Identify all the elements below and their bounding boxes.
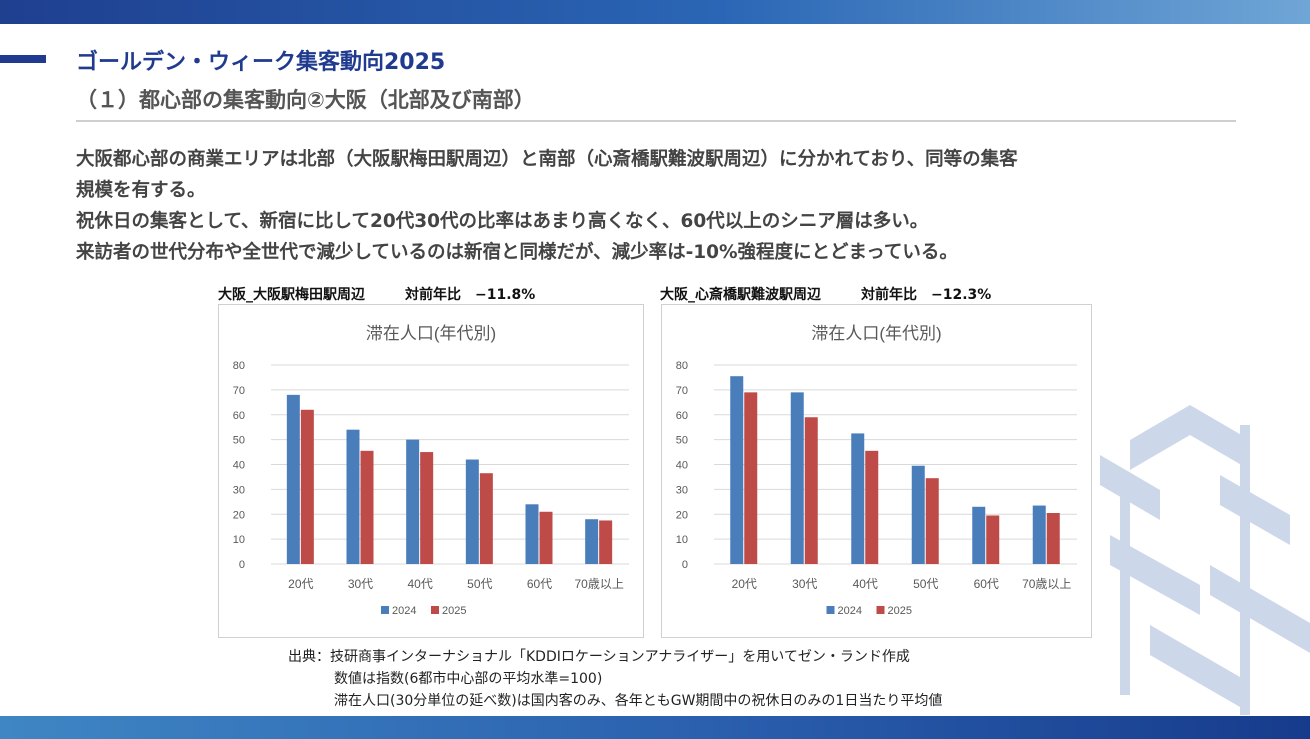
chart-caption-namba: 大阪_心斎橋駅難波駅周辺 対前年比 −12.3%	[660, 284, 991, 304]
x-tick-label: 70歳以上	[574, 577, 623, 591]
top-banner	[0, 0, 1310, 24]
bar-2024-30代	[346, 429, 360, 564]
bar-2024-20代	[286, 394, 300, 564]
page-subtitle: （１）都心部の集客動向②大阪（北部及び南部）	[76, 88, 535, 112]
bar-2025-40代	[865, 450, 879, 564]
bar-chart-namba: 滞在人口(年代別) 0 10 20 30 40 50 60 70 80 20代 30代 40代 50代 60…	[676, 324, 1077, 617]
x-tick-label: 20代	[732, 577, 757, 591]
chart-umeda: 滞在人口(年代別) 0 10 20 30 40 50 60 70 80 20代 30代 40代 50代 60…	[218, 304, 644, 638]
bottom-banner	[0, 716, 1310, 739]
y-tick-label: 40	[676, 460, 688, 472]
y-tick-label: 60	[233, 410, 245, 422]
x-tick-label: 70歳以上	[1022, 577, 1071, 591]
y-tick-label: 0	[239, 559, 245, 571]
source-line: 出典：技研商事インターナショナル「KDDIロケーションアナライザー」を用いてゼン…	[288, 649, 910, 665]
x-tick-label: 30代	[792, 577, 817, 591]
bar-2024-50代	[465, 459, 479, 564]
y-tick-label: 20	[233, 509, 245, 521]
chart-caption-umeda: 大阪_大阪駅梅田駅周辺 対前年比 −11.8%	[218, 284, 535, 304]
summary-line: 祝休日の集客として、新宿に比して20代30代の比率はあまり高くなく、60代以上の…	[76, 211, 929, 232]
chart-title: 滞在人口(年代別)	[811, 324, 941, 343]
x-tick-label: 60代	[527, 577, 552, 591]
chart-namba: 滞在人口(年代別) 0 10 20 30 40 50 60 70 80 20代 30代 40代 50代 60…	[661, 304, 1092, 638]
bar-2025-70歳以上	[1046, 513, 1060, 564]
page-title: ゴールデン・ウィーク集客動向2025	[76, 50, 446, 75]
summary-line: 規模を有する。	[76, 180, 206, 201]
title-marker	[0, 55, 46, 63]
bar-2024-20代	[730, 376, 744, 564]
bar-2024-40代	[406, 439, 420, 564]
y-tick-label: 80	[233, 360, 245, 372]
x-tick-label: 30代	[348, 577, 373, 591]
y-tick-label: 40	[233, 460, 245, 472]
bar-2025-20代	[744, 392, 758, 564]
bar-2025-50代	[479, 473, 493, 564]
bar-2025-60代	[986, 515, 1000, 564]
y-tick-label: 20	[676, 509, 688, 521]
source-note: 出典：技研商事インターナショナル「KDDIロケーションアナライザー」を用いてゼン…	[288, 646, 942, 712]
bar-2024-40代	[851, 433, 865, 564]
y-tick-label: 50	[676, 435, 688, 447]
legend-swatch-2024	[381, 606, 389, 614]
legend-label-2025: 2025	[888, 605, 912, 617]
bar-2024-30代	[790, 392, 804, 564]
yoy-ratio: 対前年比 −11.8%	[405, 287, 536, 303]
y-tick-label: 10	[676, 534, 688, 546]
bar-2025-60代	[539, 511, 553, 564]
y-tick-label: 30	[676, 484, 688, 496]
bar-2024-60代	[972, 506, 986, 564]
legend-swatch-2025	[431, 606, 439, 614]
x-tick-label: 50代	[913, 577, 938, 591]
legend-swatch-2024	[826, 606, 835, 614]
bar-2025-50代	[925, 478, 939, 564]
y-tick-label: 50	[233, 435, 245, 447]
y-tick-label: 70	[233, 385, 245, 397]
y-tick-label: 30	[233, 484, 245, 496]
bar-2024-70歳以上	[585, 519, 599, 564]
chart-caption-label: 大阪_大阪駅梅田駅周辺	[218, 287, 365, 303]
source-line: 数値は指数(6都市中心部の平均水準=100)	[334, 671, 603, 687]
y-tick-label: 80	[676, 360, 688, 372]
legend-swatch-2025	[876, 606, 885, 614]
x-tick-label: 60代	[974, 577, 999, 591]
bar-2024-60代	[525, 504, 539, 564]
legend-label-2025: 2025	[442, 605, 466, 617]
summary-line: 来訪者の世代分布や全世代で減少しているのは新宿と同様だが、減少率は-10%強程度…	[76, 242, 958, 263]
bar-2025-30代	[804, 417, 818, 564]
bar-chart-umeda: 滞在人口(年代別) 0 10 20 30 40 50 60 70 80 20代 30代 40代 50代 60…	[233, 324, 629, 617]
summary-text: 大阪都心部の商業エリアは北部（大阪駅梅田駅周辺）と南部（心斎橋駅難波駅周辺）に分…	[76, 144, 1256, 268]
bar-2024-50代	[911, 465, 925, 564]
y-tick-label: 10	[233, 534, 245, 546]
yoy-ratio: 対前年比 −12.3%	[861, 287, 992, 303]
summary-line: 大阪都心部の商業エリアは北部（大阪駅梅田駅周辺）と南部（心斎橋駅難波駅周辺）に分…	[76, 149, 1018, 170]
chart-caption-label: 大阪_心斎橋駅難波駅周辺	[660, 287, 821, 303]
bar-2025-70歳以上	[599, 520, 613, 564]
legend-label-2024: 2024	[838, 605, 862, 617]
decorative-watermark-icon	[1100, 405, 1310, 715]
chart-title: 滞在人口(年代別)	[366, 324, 496, 343]
legend-label-2024: 2024	[392, 605, 416, 617]
x-tick-label: 40代	[407, 577, 432, 591]
x-tick-label: 20代	[288, 577, 313, 591]
y-tick-label: 70	[676, 385, 688, 397]
y-tick-label: 60	[676, 410, 688, 422]
source-line: 滞在人口(30分単位の延べ数)は国内客のみ、各年ともGW期間中の祝休日のみの1日…	[334, 693, 943, 709]
x-tick-label: 50代	[467, 577, 492, 591]
y-tick-label: 0	[682, 559, 688, 571]
bar-2024-70歳以上	[1032, 505, 1046, 564]
x-tick-label: 40代	[853, 577, 878, 591]
bar-2025-30代	[360, 450, 374, 564]
bar-2025-40代	[420, 452, 434, 564]
title-divider	[76, 120, 1236, 122]
bar-2025-20代	[300, 409, 314, 564]
